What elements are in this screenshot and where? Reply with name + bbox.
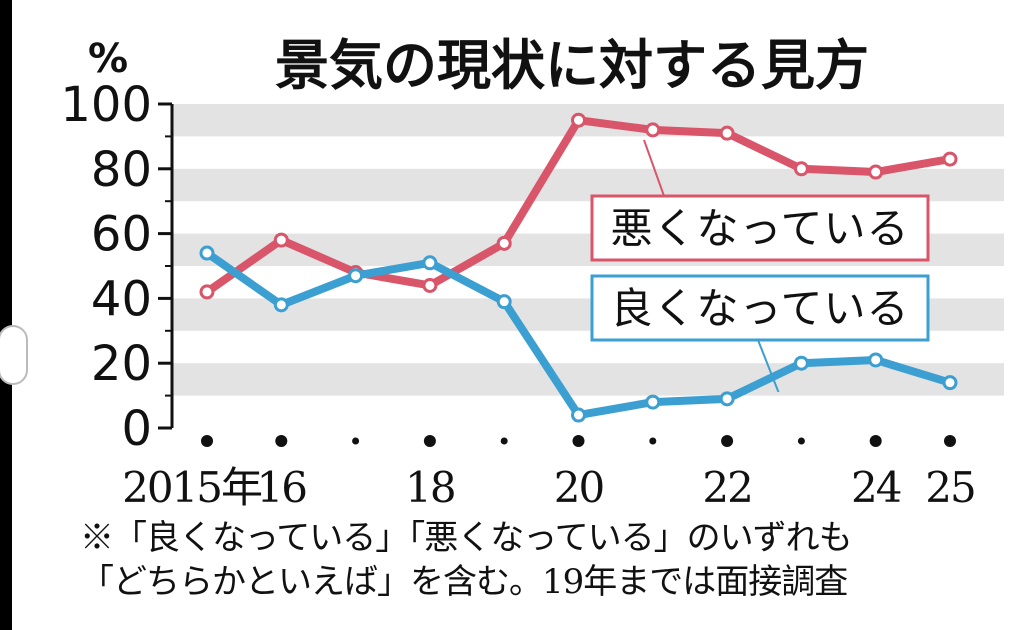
grid-band (172, 363, 1004, 396)
y-tick-label: 100 (60, 77, 152, 133)
legend-label-2: 良くなっている (611, 284, 910, 333)
series-point (645, 394, 661, 410)
footnote-line-1: ※「良くなっている」「悪くなっている」のいずれも (80, 518, 853, 558)
x-dot (352, 437, 360, 445)
series-point (422, 255, 438, 271)
series-point (571, 112, 586, 128)
series-point (942, 375, 958, 391)
series-point (496, 235, 512, 251)
x-tick-label: 24 (851, 463, 901, 512)
x-dot (201, 435, 213, 447)
series-point (868, 164, 884, 180)
series-point (719, 391, 735, 407)
x-dot (869, 435, 882, 447)
series-point (793, 161, 809, 177)
legend-box-2 (590, 274, 930, 342)
series-point (273, 297, 289, 313)
footnote: ※「良くなっている」「悪くなっている」のいずれも 「どちらかといえば」を含む。1… (80, 516, 1010, 604)
x-dot (423, 435, 436, 447)
series-point (273, 232, 289, 248)
series-point (793, 355, 809, 371)
series-point (496, 294, 512, 310)
series-point (942, 151, 958, 167)
x-dot (721, 435, 734, 447)
legend-box-1 (590, 194, 930, 262)
series-point (348, 268, 364, 284)
y-tick-label: 60 (91, 207, 152, 263)
legend-label-1: 悪くなっている (611, 204, 910, 253)
y-axis (158, 102, 174, 430)
y-axis-unit: % (88, 36, 128, 82)
x-tick-label: 18 (405, 463, 454, 512)
y-tick-labels: 0 20 40 60 80 100 (60, 77, 152, 457)
x-tick-label: 22 (702, 463, 751, 512)
series-point (199, 245, 215, 261)
chart-title: 景気の現状に対する見方 (275, 34, 869, 97)
x-dot (797, 437, 805, 445)
y-tick-label: 0 (121, 401, 152, 457)
series-point (422, 277, 438, 293)
y-tick-label: 20 (91, 336, 152, 392)
x-dot (572, 435, 585, 447)
series-point (571, 407, 586, 423)
series-lines (199, 112, 958, 423)
x-tick-label: 20 (554, 463, 603, 512)
callout-leader-2 (757, 339, 780, 392)
x-axis-dots (201, 435, 956, 447)
series-point (719, 125, 735, 141)
x-dot (944, 435, 956, 447)
footnote-line-2: 「どちらかといえば」を含む。19年までは面接調査 (80, 562, 848, 602)
x-tick-label: 25 (925, 463, 974, 512)
x-dot (500, 437, 508, 445)
series-point (868, 352, 884, 368)
x-dot (649, 437, 657, 445)
y-tick-label: 40 (91, 271, 152, 327)
series-point (199, 284, 215, 300)
x-tick-label: 16 (257, 463, 307, 512)
scroll-handle[interactable] (0, 325, 28, 385)
x-dot (275, 435, 288, 447)
y-tick-label: 80 (91, 142, 152, 198)
x-tick-label: 2015年 (122, 463, 262, 512)
series-point (645, 122, 661, 138)
